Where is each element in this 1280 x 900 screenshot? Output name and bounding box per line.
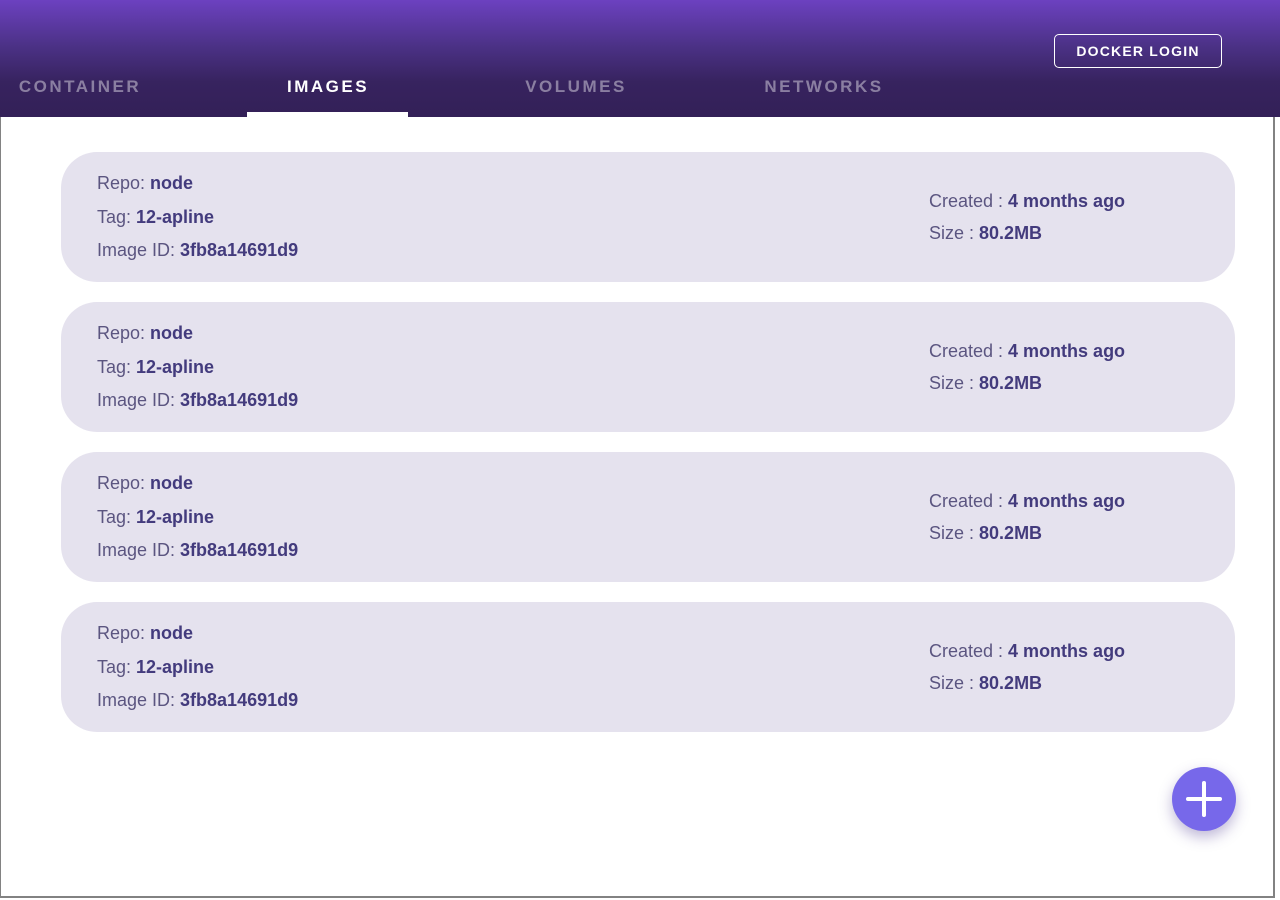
image-id-value: 3fb8a14691d9 [180,389,299,410]
image-card-meta: Created :4 months ago Size :80.2MB [929,335,1125,399]
repo-line: Repo: node [97,467,298,501]
image-card[interactable]: Repo: node Tag: 12-apline Image ID: 3fb8a14… [61,452,1235,582]
size-value: 80.2MB [979,223,1043,243]
repo-line: Repo: node [97,317,298,351]
image-card[interactable]: Repo: node Tag: 12-apline Image ID: 3fb8a14… [61,302,1235,432]
created-label: Created : [929,191,1004,211]
tab-bar: CONTAINER IMAGES VOLUMES NETWORKS [0,0,1280,121]
size-label: Size : [929,673,975,693]
image-id-label: Image ID: [97,689,176,710]
size-line: Size :80.2MB [929,367,1125,399]
content-area: Repo: node Tag: 12-apline Image ID: 3fb8a14… [0,117,1275,898]
tag-value: 12-apline [136,656,215,677]
image-card-details: Repo: node Tag: 12-apline Image ID: 3fb8a14… [97,617,298,718]
created-line: Created :4 months ago [929,635,1125,667]
tag-label: Tag: [97,506,132,527]
created-value: 4 months ago [1008,191,1126,211]
image-card[interactable]: Repo: node Tag: 12-apline Image ID: 3fb8a14… [61,602,1235,732]
docker-login-button[interactable]: DOCKER LOGIN [1054,34,1222,68]
repo-label: Repo: [97,622,146,643]
tag-line: Tag: 12-apline [97,200,298,234]
image-id-label: Image ID: [97,539,176,560]
created-line: Created :4 months ago [929,485,1125,517]
image-card-details: Repo: node Tag: 12-apline Image ID: 3fb8a14… [97,467,298,568]
created-line: Created :4 months ago [929,335,1125,367]
image-card-meta: Created :4 months ago Size :80.2MB [929,635,1125,699]
image-list: Repo: node Tag: 12-apline Image ID: 3fb8a14… [1,117,1273,752]
created-label: Created : [929,341,1004,361]
repo-line: Repo: node [97,617,298,651]
image-id-line: Image ID: 3fb8a14691d9 [97,534,298,568]
created-label: Created : [929,641,1004,661]
repo-label: Repo: [97,322,146,343]
created-value: 4 months ago [1008,641,1126,661]
image-id-value: 3fb8a14691d9 [180,539,299,560]
tag-value: 12-apline [136,206,215,227]
tag-label: Tag: [97,356,132,377]
size-line: Size :80.2MB [929,517,1125,549]
tab-volumes[interactable]: VOLUMES [525,77,627,96]
image-card-meta: Created :4 months ago Size :80.2MB [929,485,1125,549]
size-value: 80.2MB [979,523,1043,543]
created-label: Created : [929,491,1004,511]
size-label: Size : [929,523,975,543]
add-image-button[interactable] [1172,767,1236,831]
image-card[interactable]: Repo: node Tag: 12-apline Image ID: 3fb8a14… [61,152,1235,282]
image-id-label: Image ID: [97,239,176,260]
app-header: CONTAINER IMAGES VOLUMES NETWORKS DOCKER… [0,0,1280,121]
repo-value: node [150,172,194,193]
repo-label: Repo: [97,172,146,193]
size-label: Size : [929,373,975,393]
repo-value: node [150,322,194,343]
size-value: 80.2MB [979,373,1043,393]
image-id-label: Image ID: [97,389,176,410]
tag-value: 12-apline [136,356,215,377]
tag-label: Tag: [97,656,132,677]
tag-value: 12-apline [136,506,215,527]
image-id-line: Image ID: 3fb8a14691d9 [97,684,298,718]
repo-label: Repo: [97,472,146,493]
tag-line: Tag: 12-apline [97,500,298,534]
size-line: Size :80.2MB [929,667,1125,699]
image-id-line: Image ID: 3fb8a14691d9 [97,234,298,268]
image-id-value: 3fb8a14691d9 [180,239,299,260]
tab-networks[interactable]: NETWORKS [764,77,884,96]
image-card-details: Repo: node Tag: 12-apline Image ID: 3fb8a14… [97,167,298,268]
tag-label: Tag: [97,206,132,227]
size-line: Size :80.2MB [929,217,1125,249]
active-tab-indicator [247,112,408,121]
created-line: Created :4 months ago [929,185,1125,217]
created-value: 4 months ago [1008,341,1126,361]
image-card-meta: Created :4 months ago Size :80.2MB [929,185,1125,249]
image-id-line: Image ID: 3fb8a14691d9 [97,384,298,418]
repo-value: node [150,472,194,493]
tab-images[interactable]: IMAGES [286,77,370,96]
image-card-details: Repo: node Tag: 12-apline Image ID: 3fb8a14… [97,317,298,418]
tab-container[interactable]: CONTAINER [18,77,142,96]
created-value: 4 months ago [1008,491,1126,511]
repo-value: node [150,622,194,643]
size-value: 80.2MB [979,673,1043,693]
tag-line: Tag: 12-apline [97,350,298,384]
repo-line: Repo: node [97,167,298,201]
tag-line: Tag: 12-apline [97,650,298,684]
size-label: Size : [929,223,975,243]
image-id-value: 3fb8a14691d9 [180,689,299,710]
